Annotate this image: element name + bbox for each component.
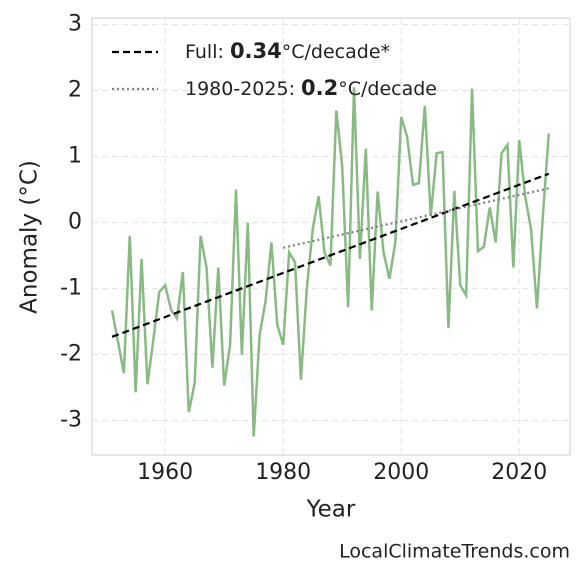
plot-frame [91,17,571,456]
legend-label: 1980-2025: 0.2°C/decade [185,76,437,100]
legend-label-part: °C/decade [338,78,437,100]
trend-line [282,187,549,249]
y-tick-label: -3 [60,408,82,433]
source: LocalClimateTrends.com [339,541,570,563]
legend-label: Full: 0.34°C/decade* [185,39,390,63]
x-axis-label: Year [306,497,356,523]
x-tick-label: 2000 [373,460,429,485]
y-tick-label: -2 [60,342,82,367]
x-tick-label: 2020 [491,460,547,485]
trend-line [111,172,550,338]
legend-label-part: 1980-2025: [185,78,301,100]
x-tick-label: 1960 [137,460,193,485]
y-axis-label: Anomaly (°C) [17,160,43,314]
legend-label-part: 0.2 [301,76,338,100]
y-tick-label: 2 [68,78,82,103]
y-tick-label: -1 [60,276,82,301]
data-line [110,87,551,437]
legend-label-part: °C/decade* [282,41,390,63]
legend-label-part: Full: [185,41,230,63]
y-tick-label: 1 [68,144,82,169]
legend-label-part: 0.34 [230,39,282,63]
y-tick-label: 0 [68,210,82,235]
y-tick-label: 3 [68,12,82,37]
x-tick-label: 1980 [255,460,311,485]
